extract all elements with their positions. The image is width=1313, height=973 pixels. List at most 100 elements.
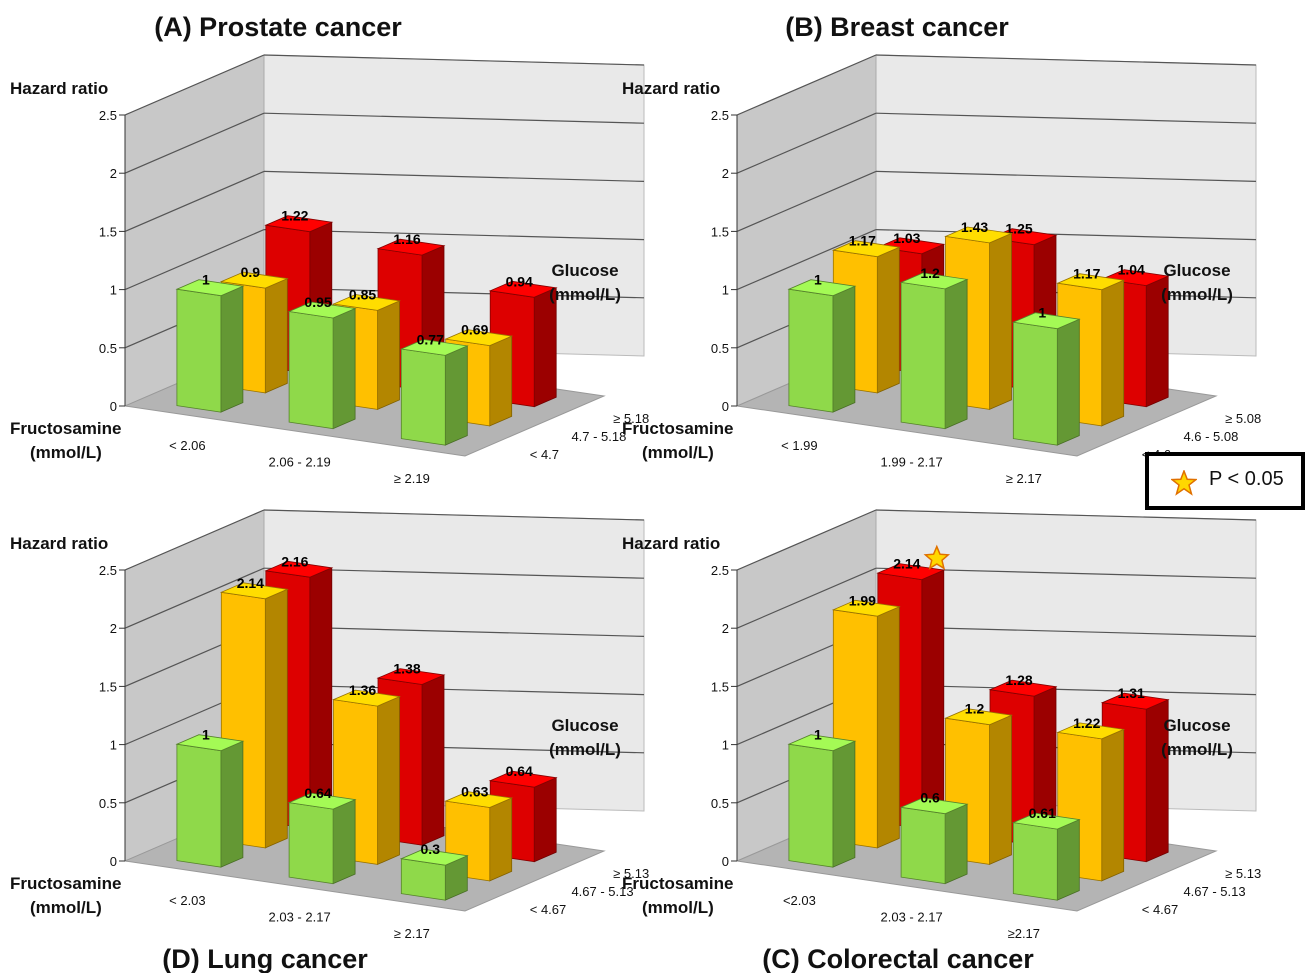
bar-side [264,277,288,394]
data-label: 1.17 [1073,266,1100,282]
data-label: 0.69 [461,322,488,338]
bar-front [1012,321,1058,446]
z-axis-title: Glucose [551,261,618,280]
x-axis-title: Fructosamine [622,874,733,893]
bar-side [489,335,513,427]
bar-top [876,237,946,255]
bar-side [832,740,856,868]
y-tick-label: 1.5 [99,679,117,694]
bar-top [488,770,558,788]
y-tick-label: 0.5 [711,796,729,811]
x-axis-title-unit: (mmol/L) [642,443,714,462]
bar-front [900,281,946,430]
data-label: 0.95 [304,294,331,310]
x-tick-label: <2.03 [783,893,816,908]
bar-top [219,582,289,600]
z-tick-label: < 4.67 [530,902,567,917]
bar-front [176,743,222,868]
x-tick-label: < 1.99 [781,438,818,453]
bar-side [220,285,244,413]
bar-top [444,329,514,347]
z-tick-label: ≥ 5.18 [613,411,649,426]
chart-panel: 0 0.5 1 1.5 2 2.5 1.03 1.25 1.04 1.17 1.43 1.17 1 1.2… [622,12,1261,486]
bar-front [176,288,222,413]
z-axis-title: Glucose [1163,716,1230,735]
data-label: 0.77 [417,331,444,347]
y-tick-label: 2.5 [711,108,729,123]
x-axis-title-unit: (mmol/L) [642,898,714,917]
bar-side [377,695,400,866]
z-axis-title: Glucose [551,716,618,735]
bar-top [332,689,401,707]
z-tick-label: < 4.7 [530,447,559,462]
chart-panel: 0 0.5 1 1.5 2 2.5 1.22 1.16 0.94 0.9 0.85 0.69 1 0.95… [10,12,649,486]
x-tick-label: ≥2.17 [1008,926,1040,941]
star-icon [1171,470,1197,496]
bar-front [400,348,446,446]
x-tick-label: < 2.06 [169,438,206,453]
chart-title: (D) Lung cancer [162,944,368,973]
bar-front [288,311,334,430]
x-axis-title: Fructosamine [10,419,121,438]
bar [899,797,969,885]
bar [175,279,245,413]
y-tick-label: 0.5 [99,341,117,356]
data-label: 1 [202,272,210,288]
z-axis-title-unit: (mmol/L) [1161,740,1233,759]
bar-top [332,294,401,311]
bar-side [989,232,1012,411]
chart-title: (B) Breast cancer [785,12,1009,42]
y-axis-title: Hazard ratio [10,79,108,98]
bar-top [219,271,289,289]
bar-side [444,345,468,446]
x-tick-label: ≥ 2.19 [394,471,430,486]
bar-front [400,858,446,901]
bar-side [533,777,557,863]
x-tick-label: ≥ 2.17 [394,926,430,941]
bar-top [175,279,245,297]
gridline [736,229,877,291]
bar-top [899,272,969,290]
bar [899,272,969,430]
data-label: 1.22 [281,208,308,224]
bar-top [399,848,469,866]
bar-side [876,246,900,394]
z-tick-label: 4.7 - 5.18 [571,429,626,444]
data-label: 0.6 [920,790,940,806]
data-label: 2.14 [893,556,920,572]
y-tick-label: 2.5 [99,108,117,123]
data-label: 1.25 [1005,221,1032,237]
y-axis-title: Hazard ratio [622,534,720,553]
data-label: 0.85 [349,286,376,302]
bar-top [1100,269,1170,287]
gridline [124,170,265,232]
data-label: 0.9 [241,264,261,280]
data-label: 1.2 [920,265,940,281]
data-label: 1.22 [1073,715,1100,731]
gridline [736,567,877,629]
y-tick-label: 1.5 [711,679,729,694]
data-label: 1.43 [961,219,988,235]
data-label: 1.38 [393,661,420,677]
data-label: 1.16 [393,231,420,247]
bar-side [377,300,400,411]
bar [175,734,245,868]
y-tick-label: 0 [110,399,117,414]
bar [1011,812,1081,901]
bar [287,301,357,430]
bar-front [788,288,834,413]
bar-side [832,285,856,413]
bar-top [899,797,969,815]
data-label: 1 [814,727,822,743]
bar-top [287,301,357,319]
bar-top [444,791,514,808]
bar-side [944,278,968,430]
z-tick-label: ≥ 5.13 [1225,866,1261,881]
x-tick-label: 2.06 - 2.19 [269,455,331,470]
bar-top [1100,692,1170,710]
x-axis-title-unit: (mmol/L) [30,898,102,917]
data-label: 0.64 [506,763,533,779]
data-label: 1.2 [965,701,985,717]
y-tick-label: 2 [722,621,729,636]
